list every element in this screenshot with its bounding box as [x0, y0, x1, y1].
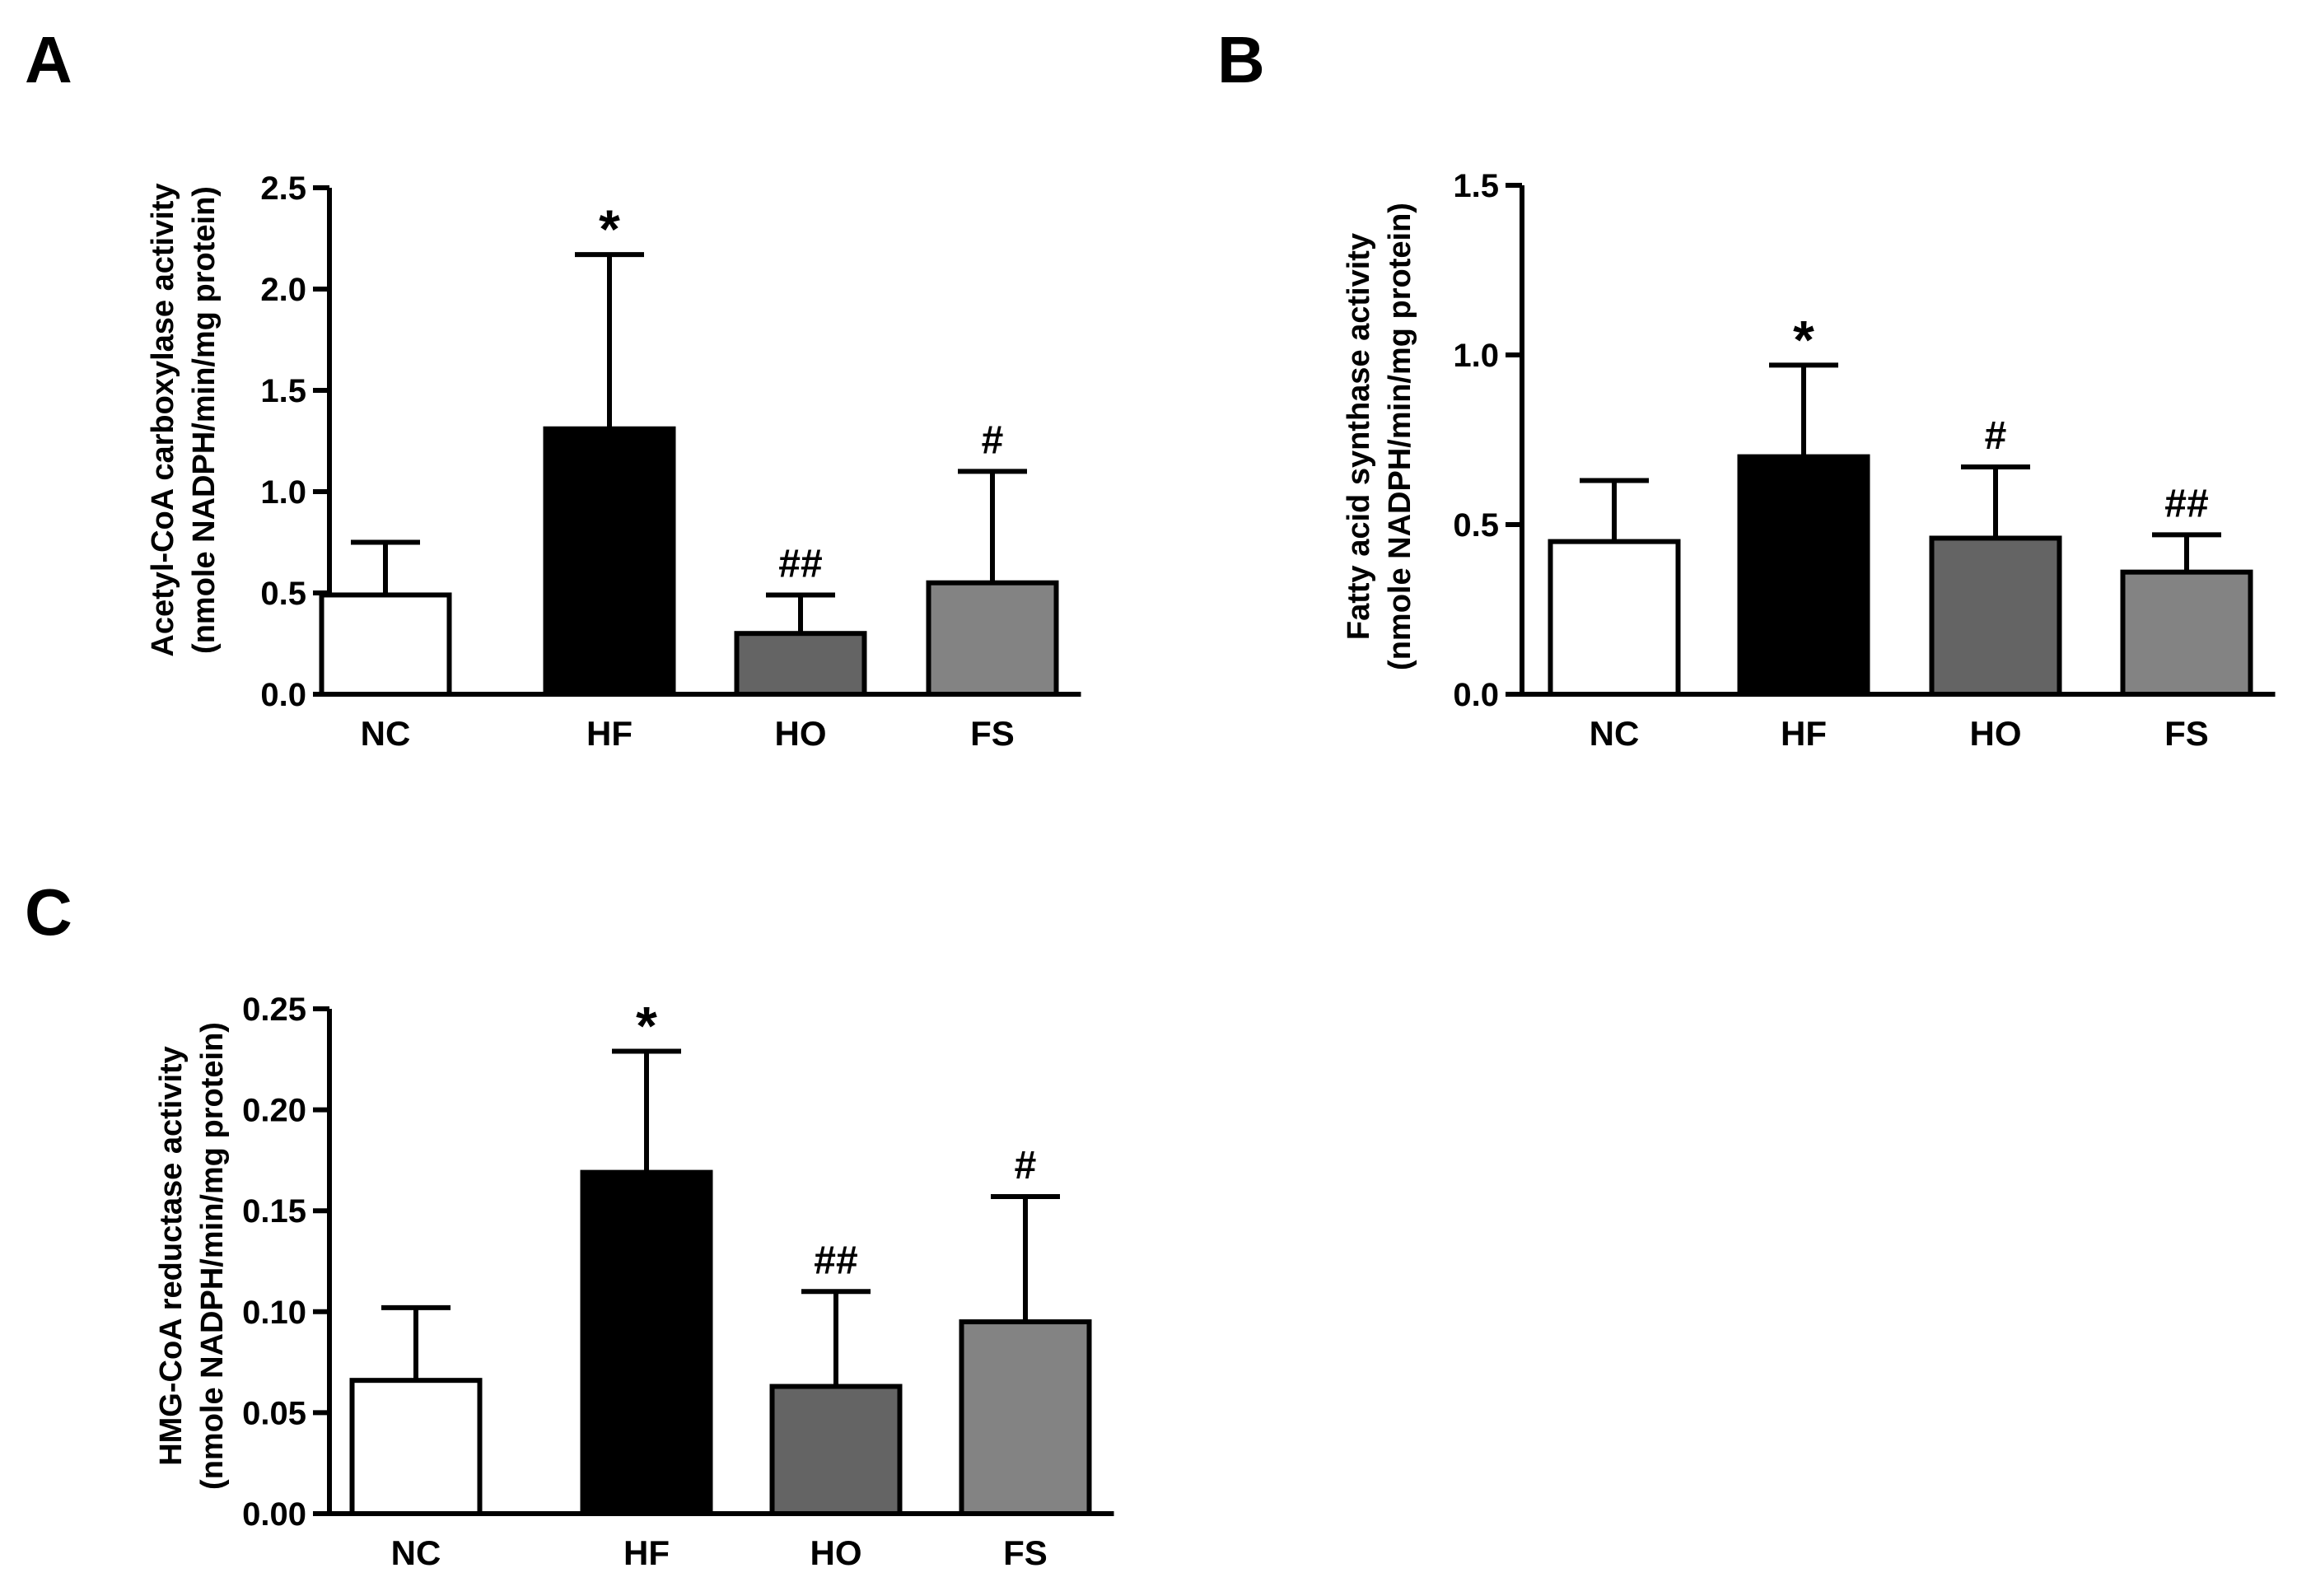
panel-c-label: C	[25, 875, 72, 949]
panel-b: B Fatty acid synthase activity (nmole NA…	[1217, 23, 2276, 753]
panel-b-annotation-fs: ##	[2164, 482, 2208, 525]
panel-a-category-label-ho: HO	[775, 714, 827, 753]
panel-b-label: B	[1217, 23, 1265, 96]
panel-b-category-label-hf: HF	[1781, 714, 1827, 753]
panel-b-bar-nc	[1548, 539, 1681, 697]
panel-a-category-label-hf: HF	[586, 714, 633, 753]
panel-a-ylabel-line2: (nmole NADPH/min/mg protein)	[187, 186, 222, 654]
panel-b-annotation-ho: #	[1985, 414, 2007, 458]
panel-c-y-tick-label: 0.25	[242, 992, 306, 1028]
panel-a-category-label-fs: FS	[970, 714, 1015, 753]
panel-b-y-tick-label: 0.0	[1453, 677, 1499, 713]
panel-c-y-tick-label: 0.10	[242, 1295, 306, 1331]
panel-a-ylabel-line1: Acetyl-CoA carboxylase activity	[146, 183, 180, 656]
panel-a-y-tick-label: 0.0	[260, 677, 306, 713]
panel-a-y-tick-label: 1.0	[260, 474, 306, 511]
panel-a-y-tick-label: 1.5	[260, 373, 306, 409]
panel-c-bar-fs	[959, 1319, 1092, 1517]
panel-a: A Acetyl-CoA carboxylase activity (nmole…	[25, 23, 1081, 753]
panel-c-annotation-hf: *	[636, 995, 657, 1056]
panel-b-ylabel-line2: (nmole NADPH/min/mg protein)	[1383, 203, 1417, 670]
panel-c-bar-ho	[769, 1384, 903, 1517]
panel-b-category-label-ho: HO	[1970, 714, 2022, 753]
panel-c-y-tick-label: 0.05	[242, 1395, 306, 1431]
panel-a-bar-fs	[926, 580, 1059, 698]
panel-a-annotation-ho: ##	[778, 542, 822, 586]
panel-a-bar-nc	[319, 592, 452, 698]
panel-a-annotation-hf: *	[599, 198, 620, 259]
panel-b-y-tick-label: 1.5	[1453, 168, 1499, 204]
panel-a-category-label-nc: NC	[361, 714, 411, 753]
panel-a-bar-hf	[543, 426, 676, 697]
panel-c-annotation-ho: ##	[814, 1239, 857, 1282]
panel-c-category-label-ho: HO	[810, 1533, 862, 1572]
panel-b-bar-hf	[1737, 454, 1870, 697]
panel-c-ylabel-line1: HMG-CoA reductase activity	[154, 1046, 189, 1466]
panel-c-category-label-nc: NC	[391, 1533, 441, 1572]
panel-c-y-tick-label: 0.20	[242, 1093, 306, 1129]
panel-c-category-label-fs: FS	[1003, 1533, 1048, 1572]
panel-b-y-tick-label: 1.0	[1453, 338, 1499, 374]
panel-c-y-tick-label: 0.15	[242, 1193, 306, 1230]
panel-a-y-tick-label: 2.5	[260, 170, 306, 207]
panel-c: C HMG-CoA reductase activity (nmole NADP…	[25, 875, 1114, 1572]
panel-c-ylabel-line2: (nmole NADPH/min/mg protein)	[195, 1022, 230, 1490]
panel-a-y-tick-label: 0.5	[260, 576, 306, 612]
panel-c-y-tick-label: 0.00	[242, 1496, 306, 1533]
panel-a-label: A	[25, 23, 72, 96]
panel-b-category-label-nc: NC	[1590, 714, 1640, 753]
panel-a-bar-ho	[734, 631, 867, 698]
panel-b-bar-fs	[2120, 569, 2253, 697]
panel-c-category-label-hf: HF	[623, 1533, 670, 1572]
panel-b-category-label-fs: FS	[2164, 714, 2209, 753]
panel-c-bar-nc	[349, 1378, 483, 1516]
panel-b-ylabel-line1: Fatty acid synthase activity	[1342, 233, 1376, 640]
panel-b-y-tick-label: 0.5	[1453, 507, 1499, 544]
panel-a-y-tick-label: 2.0	[260, 272, 306, 308]
panel-a-annotation-fs: #	[982, 418, 1004, 462]
panel-c-bar-hf	[580, 1169, 713, 1517]
panel-c-annotation-fs: #	[1015, 1144, 1037, 1188]
panel-b-annotation-hf: *	[1793, 309, 1814, 370]
panel-b-bar-ho	[1929, 535, 2062, 697]
